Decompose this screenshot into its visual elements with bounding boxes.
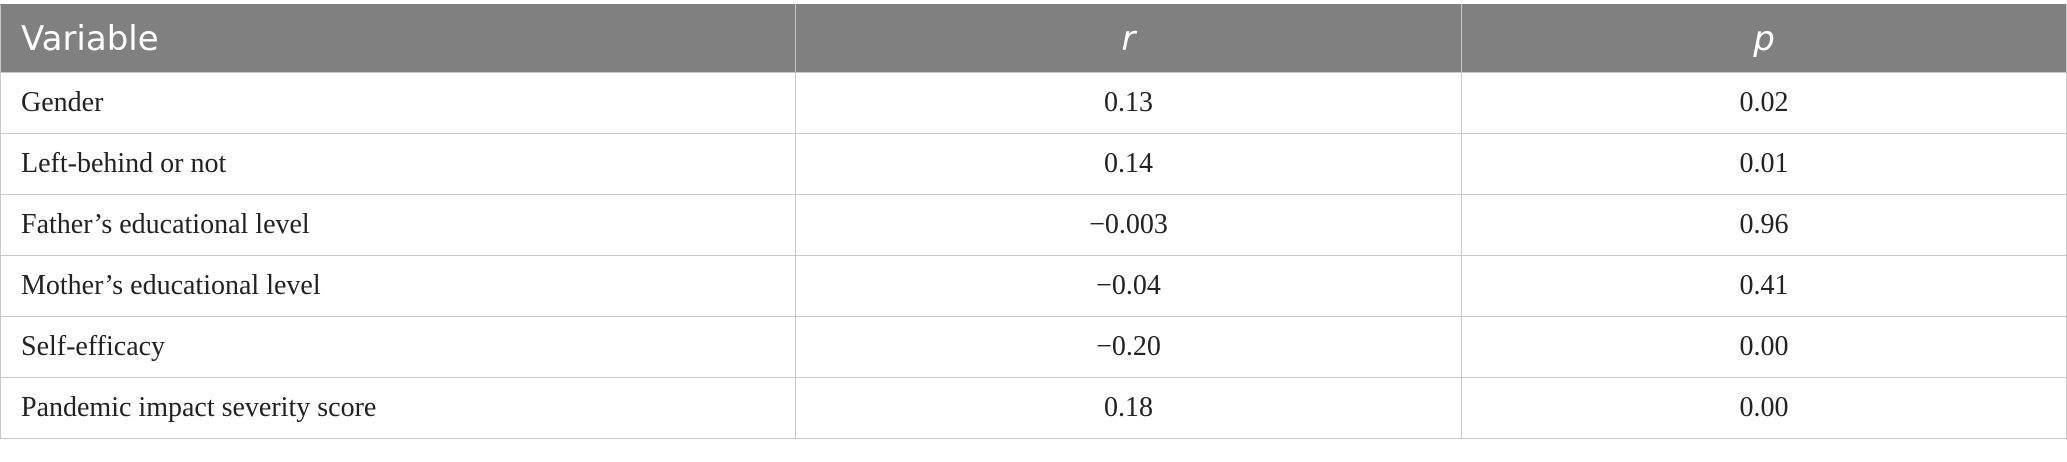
cell-variable: Gender [0,72,796,134]
correlation-table-container: Variable r p Gender 0.13 0.02 Left-behin… [0,4,2067,439]
cell-r: −0.003 [795,194,1462,256]
header-row: Variable r p [0,4,2067,73]
cell-variable: Father’s educational level [0,194,796,256]
cell-r: 0.18 [795,377,1462,439]
table-row: Mother’s educational level −0.04 0.41 [0,255,2067,317]
table-row: Gender 0.13 0.02 [0,72,2067,134]
cell-r: 0.14 [795,133,1462,195]
correlation-table: Variable r p Gender 0.13 0.02 Left-behin… [0,4,2067,439]
cell-p: 0.00 [1461,316,2067,378]
header-p: p [1461,4,2067,73]
table-row: Left-behind or not 0.14 0.01 [0,133,2067,195]
cell-variable: Left-behind or not [0,133,796,195]
cell-r: 0.13 [795,72,1462,134]
cell-p: 0.96 [1461,194,2067,256]
cell-r: −0.04 [795,255,1462,317]
cell-p: 0.02 [1461,72,2067,134]
cell-p: 0.41 [1461,255,2067,317]
cell-variable: Mother’s educational level [0,255,796,317]
table-body: Gender 0.13 0.02 Left-behind or not 0.14… [0,72,2067,439]
cell-p: 0.00 [1461,377,2067,439]
table-row: Self-efficacy −0.20 0.00 [0,316,2067,378]
cell-r: −0.20 [795,316,1462,378]
table-row: Father’s educational level −0.003 0.96 [0,194,2067,256]
table-header: Variable r p [0,4,2067,73]
cell-variable: Self-efficacy [0,316,796,378]
table-row: Pandemic impact severity score 0.18 0.00 [0,377,2067,439]
cell-p: 0.01 [1461,133,2067,195]
cell-variable: Pandemic impact severity score [0,377,796,439]
header-variable: Variable [0,4,796,73]
header-r: r [795,4,1462,73]
